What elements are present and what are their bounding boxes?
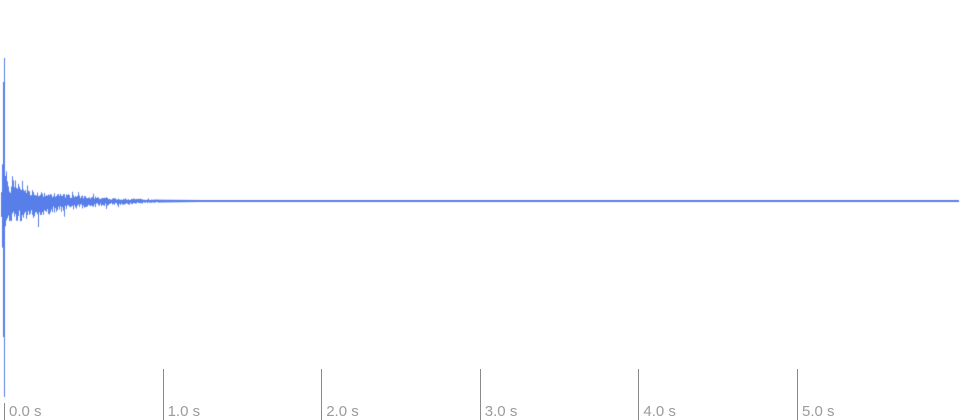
audio-waveform-panel: 0.0 s 1.0 s 2.0 s 3.0 s 4.0 s 5.0 s (0, 0, 970, 420)
waveform[interactable] (0, 0, 970, 420)
